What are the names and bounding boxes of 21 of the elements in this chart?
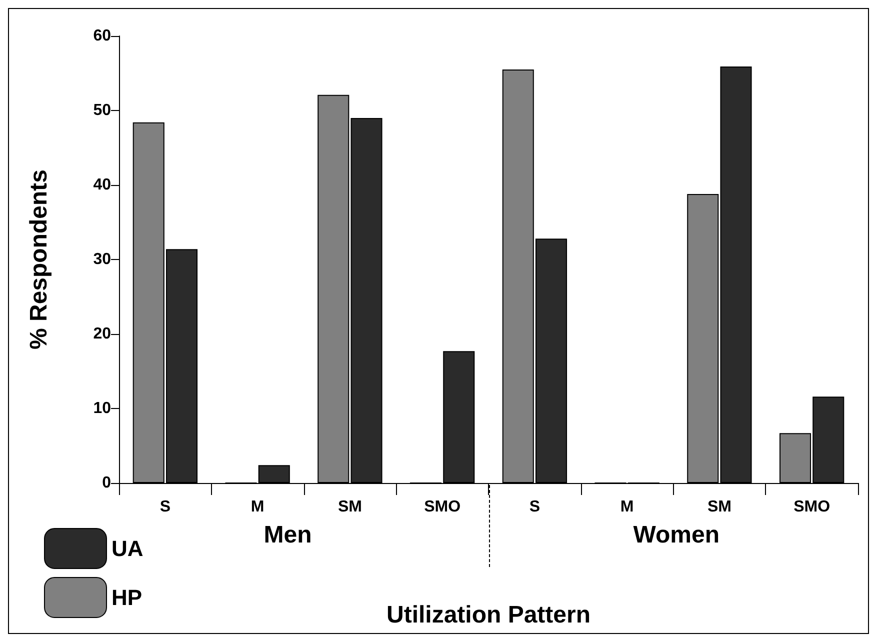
y-axis-title: % Respondents [26,169,52,350]
x-tick-label: S [529,498,540,516]
x-tick-label: M [250,498,264,516]
text: Women [633,522,720,548]
y-tick-label: 0 [102,474,112,492]
x-tick-label: SMO [794,498,830,516]
y-tick-label: 30 [93,251,112,268]
x-tick-label: SM [338,498,362,516]
x-tick-label: S [160,498,171,516]
y-tick-label: 60 [93,28,112,44]
y-tick-label: 50 [93,102,112,119]
y-tick-label: 40 [93,176,112,194]
y-tick-label: 10 [93,400,112,417]
legend-label: HP [112,585,142,610]
y-tick-label: 20 [93,326,112,342]
x-tick-label: M [620,498,634,516]
legend-label: UA [112,536,144,561]
x-axis-title: Utilization Pattern [386,602,591,628]
x-tick-label: SMO [424,498,461,516]
x-tick-label: SM [707,498,732,516]
text: Men [264,522,312,548]
